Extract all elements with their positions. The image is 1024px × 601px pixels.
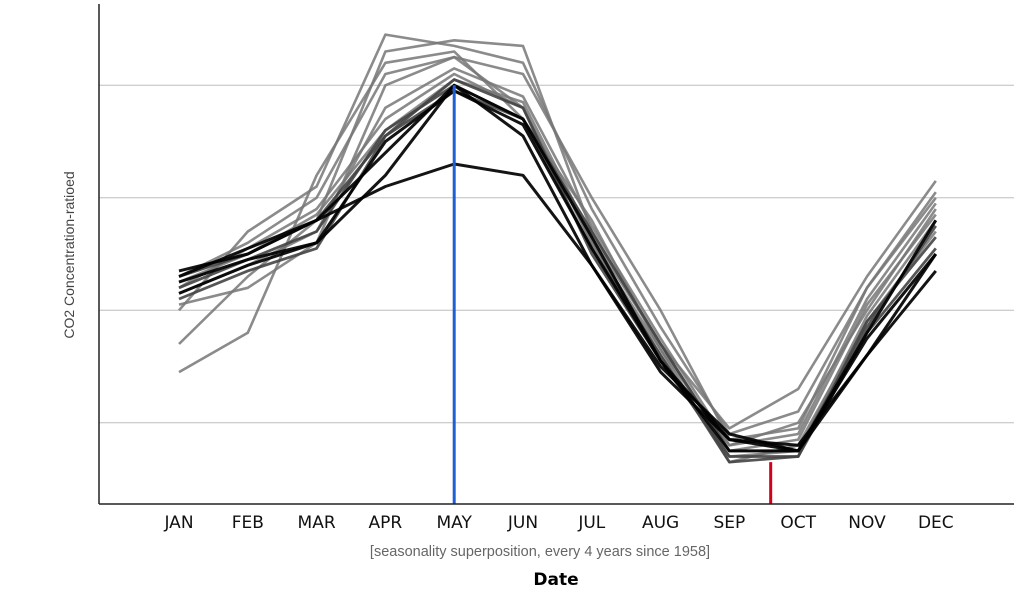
- x-axis-label: Date: [533, 570, 578, 590]
- series-line-4: [178, 55, 937, 441]
- x-tick-oct: OCT: [780, 513, 816, 533]
- chart-subtitle: [seasonality superposition, every 4 year…: [370, 544, 710, 560]
- series-line-8: [178, 72, 937, 464]
- series-line-2: [178, 38, 937, 430]
- x-tick-dec: DEC: [918, 513, 954, 533]
- y-axis-label: CO2 Concentration-ratioed: [61, 171, 77, 338]
- series-line-1: [178, 33, 937, 436]
- series-line-15: [178, 83, 938, 447]
- series-line-14: [178, 89, 938, 453]
- x-tick-apr: APR: [369, 513, 403, 533]
- series-line-7: [178, 78, 937, 453]
- marker-lines: [452, 85, 773, 504]
- x-tick-mar: MAR: [298, 513, 336, 533]
- x-tick-jun: JUN: [507, 513, 538, 533]
- x-tick-aug: AUG: [642, 513, 679, 533]
- x-tick-jul: JUL: [577, 513, 605, 533]
- x-tick-sep: SEP: [714, 513, 746, 533]
- x-tick-may: MAY: [437, 513, 473, 533]
- x-tick-labels: JAN FEB MAR APR MAY JUN JUL AUG SEP OCT NOV DEC: [163, 513, 953, 533]
- x-tick-nov: NOV: [848, 513, 886, 533]
- x-tick-jan: JAN: [163, 513, 193, 533]
- x-tick-feb: FEB: [232, 513, 264, 533]
- series-lines: [178, 33, 938, 464]
